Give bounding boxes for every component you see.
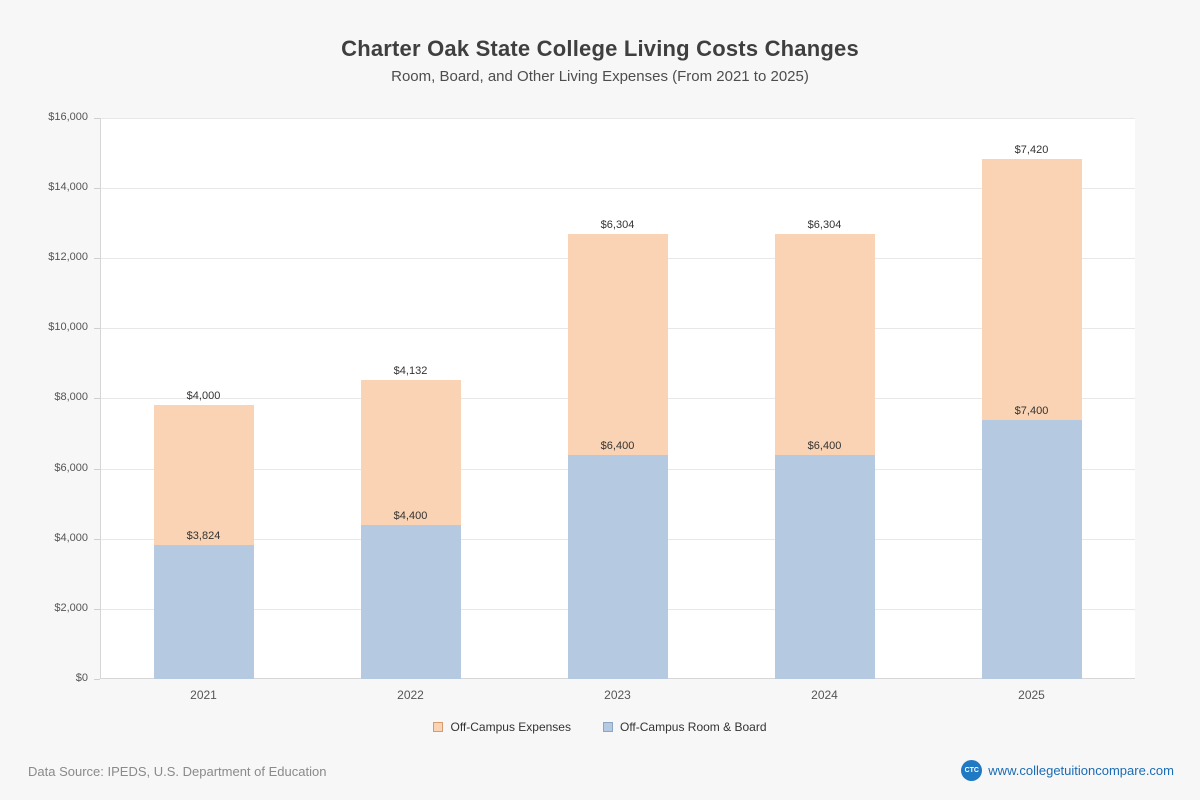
bar-segment-expenses: [981, 159, 1082, 420]
y-axis-label: $16,000: [48, 111, 88, 123]
bar-value-label: $4,132: [393, 364, 428, 377]
bar-value-label: $6,400: [600, 439, 635, 452]
y-axis-label: $2,000: [54, 602, 88, 614]
y-axis-label: $12,000: [48, 251, 88, 263]
bar-value-label: $3,824: [186, 529, 221, 542]
y-tick: [94, 539, 100, 540]
y-tick: [94, 609, 100, 610]
y-tick: [94, 258, 100, 259]
x-axis-label: 2021: [190, 688, 217, 702]
bar-segment-expenses: [774, 233, 875, 455]
y-axis-label: $0: [75, 672, 88, 684]
bar-value-label: $4,400: [393, 509, 428, 522]
legend-swatch-icon: [602, 722, 613, 732]
data-source: Data Source: IPEDS, U.S. Department of E…: [28, 764, 327, 779]
gridline: [101, 118, 1135, 119]
y-tick: [94, 328, 100, 329]
site-branding: CTC www.collegetuitioncompare.com: [961, 760, 1174, 781]
x-axis-label: 2023: [604, 688, 631, 702]
bar-value-label: $7,420: [1014, 144, 1049, 157]
bar-value-label: $6,304: [807, 218, 842, 231]
bar-value-label: $7,400: [1014, 404, 1049, 417]
ctc-logo-icon: CTC: [961, 760, 983, 781]
y-tick: [94, 188, 100, 189]
bar-segment-room-board: [774, 454, 875, 679]
site-link[interactable]: www.collegetuitioncompare.com: [988, 763, 1174, 778]
bar-value-label: $6,400: [807, 439, 842, 452]
y-tick: [94, 679, 100, 680]
bar-segment-room-board: [981, 419, 1082, 679]
y-tick: [94, 398, 100, 399]
bar-segment-room-board: [153, 544, 254, 679]
x-axis-label: 2022: [397, 688, 424, 702]
chart-subtitle: Room, Board, and Other Living Expenses (…: [391, 68, 809, 85]
gridline: [101, 188, 1135, 189]
bar-segment-room-board: [567, 454, 668, 679]
legend-item[interactable]: Off-Campus Expenses: [433, 720, 571, 734]
bar-value-label: $6,304: [600, 218, 635, 231]
legend-item[interactable]: Off-Campus Room & Board: [602, 720, 767, 734]
y-axis-label: $8,000: [54, 391, 88, 403]
legend-label: Off-Campus Room & Board: [619, 720, 767, 734]
legend-label: Off-Campus Expenses: [450, 720, 571, 734]
x-axis-label: 2024: [811, 688, 838, 702]
bar-value-label: $4,000: [186, 389, 221, 402]
y-tick: [94, 118, 100, 119]
y-tick: [94, 469, 100, 470]
bar-segment-expenses: [360, 379, 461, 525]
y-axis-label: $6,000: [54, 462, 88, 474]
x-axis-label: 2025: [1018, 688, 1045, 702]
bar-segment-room-board: [360, 524, 461, 679]
legend-swatch-icon: [433, 722, 444, 732]
y-axis-label: $14,000: [48, 181, 88, 193]
chart-title: Charter Oak State College Living Costs C…: [341, 36, 859, 61]
bar-segment-expenses: [567, 233, 668, 455]
y-axis-label: $4,000: [54, 532, 88, 544]
y-axis-label: $10,000: [48, 321, 88, 333]
bar-segment-expenses: [153, 404, 254, 545]
legend: Off-Campus Expenses Off-Campus Room & Boa…: [0, 720, 1200, 734]
